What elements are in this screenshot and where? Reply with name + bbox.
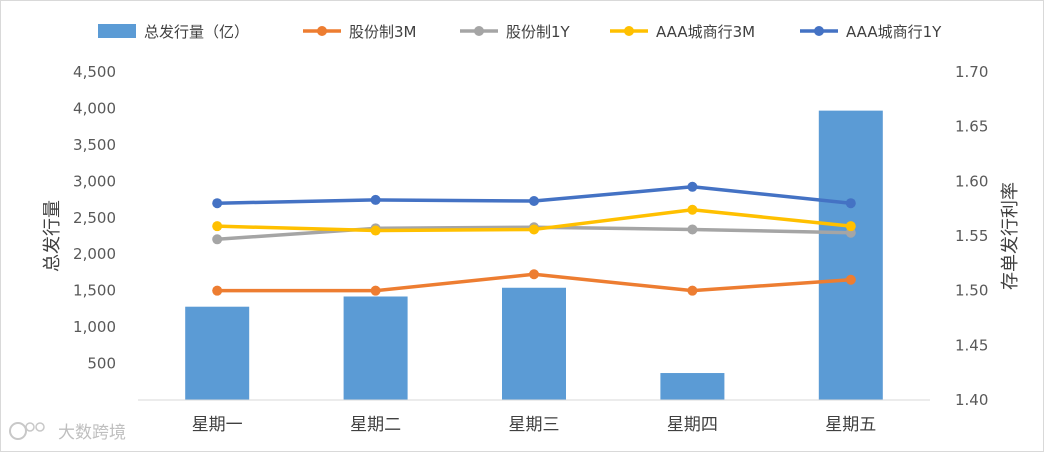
x-tick-label: 星期四 <box>667 415 718 435</box>
data-point <box>687 181 698 192</box>
bar-5 <box>818 110 883 401</box>
left-tick-label: 2,000 <box>73 245 116 263</box>
data-point <box>687 285 698 296</box>
watermark-logo-dot-icon <box>25 422 35 432</box>
data-point <box>845 274 856 285</box>
right-tick-label: 1.60 <box>955 172 988 190</box>
left-axis-ticks: 500 1,000 1,500 2,000 2,500 3,000 3,500 4,000 4,… <box>73 63 116 373</box>
legend-label: 股份制3M <box>349 23 417 41</box>
line-series-4 <box>212 181 856 209</box>
legend: 总发行量（亿） 股份制3M 股份制1Y AAA城商行3M AAA城商行1Y <box>98 23 942 41</box>
right-tick-label: 1.40 <box>955 391 988 409</box>
right-tick-label: 1.65 <box>955 118 988 136</box>
bar-3 <box>502 287 566 400</box>
bar-4 <box>660 373 725 400</box>
x-tick-label: 星期五 <box>825 415 876 435</box>
legend-item-5: AAA城商行1Y <box>800 23 942 41</box>
data-point <box>212 198 223 209</box>
data-point <box>212 221 223 232</box>
data-point <box>529 269 539 280</box>
data-point <box>370 194 381 205</box>
data-point <box>370 225 381 236</box>
legend-item-2: 股份制3M <box>303 23 417 41</box>
data-point <box>687 224 698 235</box>
left-tick-label: 500 <box>87 355 116 373</box>
legend-label: 股份制1Y <box>506 23 571 41</box>
bar-1 <box>185 306 250 400</box>
legend-label: 总发行量（亿） <box>144 23 249 41</box>
legend-item-1: 总发行量（亿） <box>98 23 249 41</box>
legend-swatch <box>98 24 136 38</box>
x-tick-label: 星期三 <box>509 415 560 435</box>
right-tick-label: 1.45 <box>955 336 988 354</box>
data-point <box>529 196 539 207</box>
watermark-logo-dot-icon <box>35 422 45 432</box>
watermark-logo-icon <box>9 422 27 440</box>
right-tick-label: 1.50 <box>955 282 988 300</box>
legend-label: AAA城商行1Y <box>846 23 942 41</box>
right-tick-label: 1.55 <box>955 227 988 245</box>
left-tick-label: 3,000 <box>73 172 116 190</box>
x-tick-label: 星期二 <box>350 415 401 435</box>
line-series-group <box>212 181 856 296</box>
data-point <box>370 285 381 296</box>
left-tick-label: 1,000 <box>73 318 116 336</box>
data-point <box>687 204 698 215</box>
data-point <box>845 221 856 232</box>
left-tick-label: 3,500 <box>73 136 116 154</box>
data-point <box>845 198 856 209</box>
watermark-text: 大数跨境 <box>58 423 126 443</box>
legend-item-3: 股份制1Y <box>460 23 571 41</box>
legend-swatch-marker <box>814 26 824 36</box>
left-tick-label: 4,000 <box>73 99 116 117</box>
x-axis-ticks: 星期一 星期二 星期三 星期四 星期五 <box>192 415 877 435</box>
legend-swatch-marker <box>317 26 327 36</box>
legend-label: AAA城商行3M <box>656 23 755 41</box>
y-right-axis-title: 存单发行利率 <box>1000 182 1021 290</box>
left-tick-label: 4,500 <box>73 63 116 81</box>
line-series-1 <box>212 269 856 296</box>
x-tick-label: 星期一 <box>192 415 243 435</box>
watermark: 大数跨境 <box>9 422 126 443</box>
line-series-3 <box>212 204 856 236</box>
right-axis-ticks: 1.40 1.45 1.50 1.55 1.60 1.65 1.70 <box>955 63 988 409</box>
legend-swatch-marker <box>474 26 484 36</box>
legend-item-4: AAA城商行3M <box>610 23 755 41</box>
data-point <box>529 224 539 235</box>
left-tick-label: 2,500 <box>73 209 116 227</box>
bar-2 <box>343 296 408 400</box>
data-point <box>212 285 223 296</box>
y-left-axis-title: 总发行量 <box>42 200 63 272</box>
legend-swatch-marker <box>624 26 634 36</box>
right-tick-label: 1.70 <box>955 63 988 81</box>
data-point <box>212 234 223 245</box>
bar-series <box>185 110 883 401</box>
left-tick-label: 1,500 <box>73 282 116 300</box>
